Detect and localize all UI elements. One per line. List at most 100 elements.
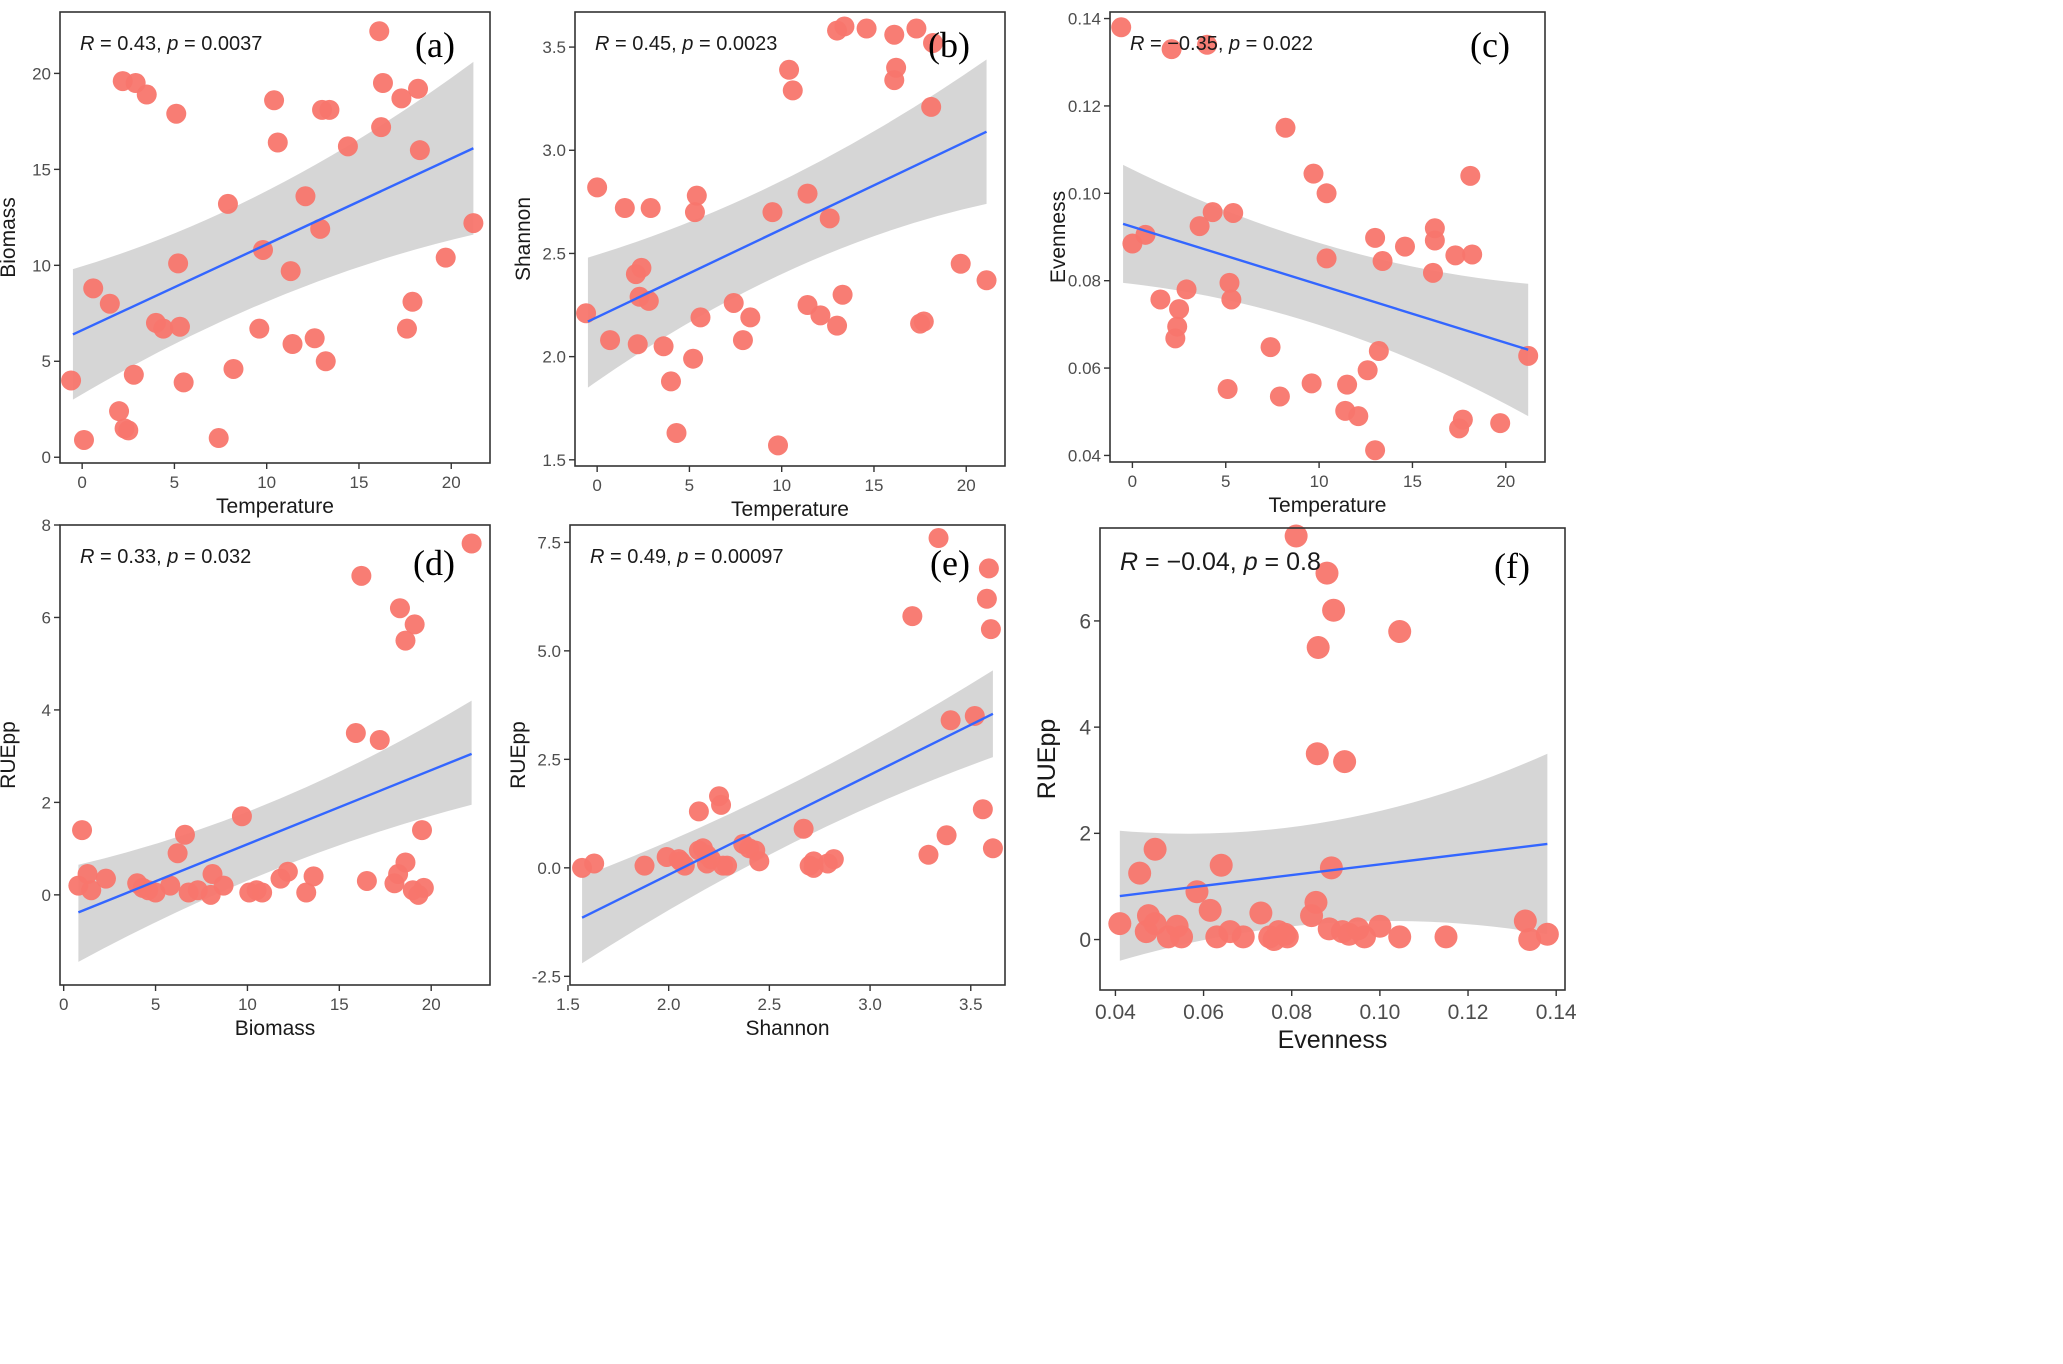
panel-a-stat-part: = 0.43, — [94, 33, 167, 55]
panel-e-data-point — [940, 710, 961, 731]
panel-e-y-tick-label: 7.5 — [537, 533, 561, 552]
panel-b-frame — [574, 11, 1006, 467]
panel-b-stat-part: = 0.0023 — [693, 33, 777, 55]
panel-c-data-point — [1337, 374, 1358, 395]
panel-d-x-axis-title: Biomass — [235, 1017, 316, 1040]
panel-a-regression-line — [72, 147, 474, 336]
panel-e-panel-label: (e) — [930, 543, 970, 583]
panel-d-data-point — [351, 565, 372, 586]
panel-d-regression-line — [77, 752, 473, 914]
panel-f-stat-annotation: R = −0.04, p = 0.8 — [1120, 548, 1321, 576]
panel-a-data-point — [173, 372, 194, 393]
panel-a-y-tick-label: 15 — [32, 160, 51, 179]
panel-b-data-point — [686, 185, 707, 206]
panel-d-data-point — [303, 866, 324, 887]
panel-c-x-tick-label: 0 — [1128, 472, 1137, 491]
panel-e-stat-part: p — [676, 546, 688, 568]
panel-f-data-point — [1284, 524, 1308, 548]
panel-b-data-point — [684, 202, 705, 223]
panel-d-stat-part: = 0.33, — [94, 546, 167, 568]
panel-e-data-point — [711, 794, 732, 815]
panel-f-stat-part: = −0.04, — [1138, 548, 1244, 576]
panel-b-stat-part: p — [681, 33, 693, 55]
panel-b-data-point — [782, 80, 803, 101]
panel-c-confidence-band — [1123, 164, 1529, 417]
panel-e-stat-part: = 0.00097 — [688, 546, 783, 568]
panel-b-data-point — [576, 303, 597, 324]
panel-c-data-point — [1348, 406, 1369, 427]
panel-d-data-point — [277, 861, 298, 882]
panel-e-y-tick-label: 0.0 — [537, 859, 561, 878]
panel-c-x-axis-title: Temperature — [1269, 494, 1387, 517]
panel-e-stat-annotation: R = 0.49, p = 0.00097 — [590, 546, 784, 568]
panel-d-y-tick-label: 4 — [42, 701, 51, 720]
panel-e-x-tick-label: 3.5 — [959, 995, 983, 1014]
panel-d-stat-part: p — [166, 546, 178, 568]
panel-f-y-tick-label: 4 — [1079, 716, 1091, 739]
panel-a-data-point — [396, 318, 417, 339]
panel-c-y-tick-label: 0.06 — [1068, 359, 1101, 378]
panel-a-data-point — [304, 328, 325, 349]
panel-e-data-point — [823, 849, 844, 870]
panel-a-data-point — [408, 78, 429, 99]
panel-b-x-tick-label: 20 — [957, 476, 976, 495]
panel-d-frame — [59, 524, 491, 986]
panel-f-data-point — [1535, 922, 1559, 946]
panel-d-data-point — [72, 820, 93, 841]
panel-f-data-point — [1198, 898, 1222, 922]
panel-a-data-point — [123, 364, 144, 385]
panel-a-data-point — [264, 90, 285, 111]
panel-b-data-point — [906, 18, 927, 39]
panel-b-data-point — [762, 202, 783, 223]
panel-b-x-tick-label: 5 — [685, 476, 694, 495]
panel-a-x-tick-label: 5 — [170, 473, 179, 492]
panel-b-y-tick-label: 3.0 — [542, 141, 566, 160]
panel-e-data-point — [688, 801, 709, 822]
panel-e-data-point — [982, 838, 1003, 859]
panel-f-data-point — [1388, 620, 1412, 644]
panel-d-data-point — [461, 533, 482, 554]
panel-d-data-point — [174, 824, 195, 845]
panel-d-x-tick-label: 20 — [422, 995, 441, 1014]
panel-c-data-point — [1219, 272, 1240, 293]
panel-c-data-point — [1394, 236, 1415, 257]
panel-d-data-point — [296, 882, 317, 903]
panel-c-data-point — [1150, 289, 1171, 310]
panel-a-x-axis-title: Temperature — [216, 495, 334, 518]
panel-a-data-point — [282, 334, 303, 355]
panel-a-panel-label: (a) — [415, 25, 455, 65]
panel-e-y-tick-label: 5.0 — [537, 642, 561, 661]
panel-a-y-tick-label: 5 — [42, 352, 51, 371]
panel-a-data-point — [109, 401, 130, 422]
panel-a-data-point — [136, 84, 157, 105]
panel-d-data-point — [167, 843, 188, 864]
panel-b-stat-part: R — [595, 33, 609, 55]
panel-f-data-point — [1319, 856, 1343, 880]
panel-e-data-point — [978, 558, 999, 579]
panel-b-x-tick-label: 15 — [865, 476, 884, 495]
panel-f-x-tick-label: 0.14 — [1536, 1001, 1577, 1024]
panel-c-data-point — [1169, 299, 1190, 320]
panel-a-data-point — [118, 420, 139, 441]
panel-e-regression-line — [581, 712, 994, 919]
panel-a-data-point — [153, 318, 174, 339]
panel-b-data-point — [856, 18, 877, 39]
panel-d-data-point — [231, 806, 252, 827]
panel-e-stat-part: = 0.49, — [604, 546, 677, 568]
panel-b-data-point — [640, 198, 661, 219]
panel-a-confidence-band — [72, 61, 474, 400]
panel-f-stat-part: p — [1243, 548, 1258, 576]
panel-d-x-tick-label: 10 — [238, 995, 257, 1014]
panel-c-stat-part: R — [1130, 33, 1144, 55]
panel-d-data-point — [252, 882, 273, 903]
panel-c-x-tick-label: 15 — [1403, 472, 1422, 491]
panel-b-data-point — [600, 330, 621, 351]
panel-b-data-point — [653, 336, 674, 357]
panel-e-x-tick-label: 2.0 — [657, 995, 681, 1014]
panel-a-y-tick-label: 10 — [32, 256, 51, 275]
panel-f-stat-part: R — [1120, 548, 1138, 576]
panel-a-y-tick-label: 20 — [32, 64, 51, 83]
panel-b-y-tick-label: 2.5 — [542, 244, 566, 263]
panel-d-y-tick-label: 6 — [42, 608, 51, 627]
panel-b-data-point — [779, 59, 800, 80]
